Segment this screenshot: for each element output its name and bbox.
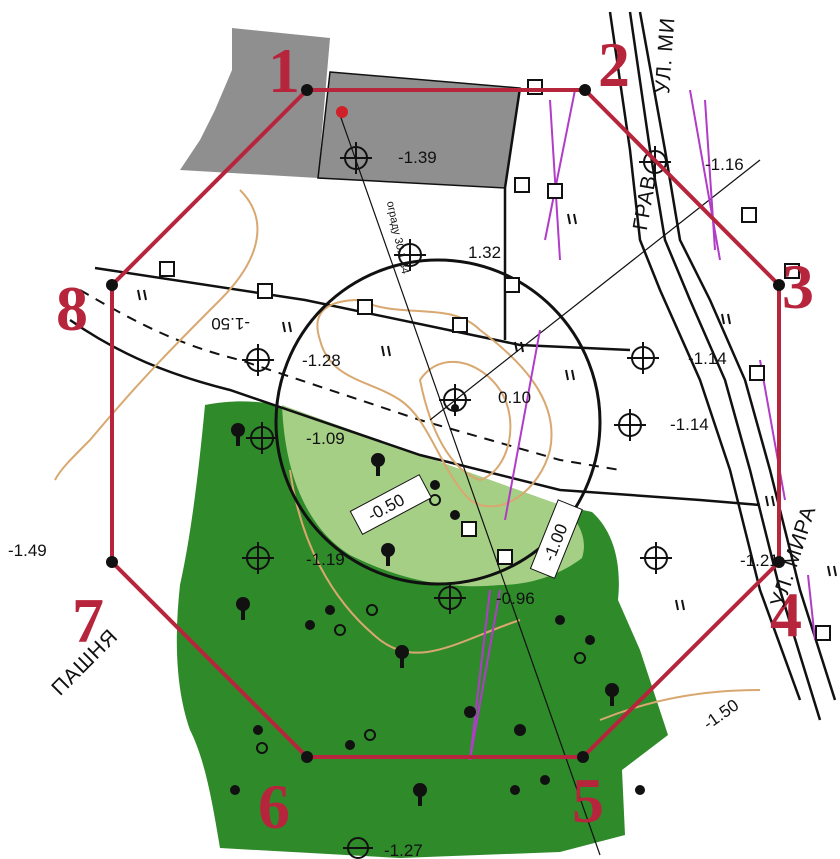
vertex-label-1: 1 <box>268 35 300 106</box>
elevation-label: -1.50 <box>211 314 250 333</box>
hatch-ticks <box>137 213 837 611</box>
elevation-label: -1.16 <box>705 155 744 174</box>
vertex-label-4: 4 <box>770 579 802 650</box>
tree-symbols <box>230 423 645 806</box>
buffer-circle <box>274 258 602 586</box>
road-edges <box>69 11 837 721</box>
center-dot <box>451 404 459 412</box>
vertex-label-3: 3 <box>782 251 814 322</box>
road-dashed-line <box>79 289 621 471</box>
vertex-label-2: 2 <box>598 29 630 100</box>
elevation-label: -1.27 <box>384 841 423 859</box>
elevation-label: -1.14 <box>688 349 727 368</box>
reference-lines <box>339 114 761 856</box>
shrub-symbols <box>256 494 586 754</box>
vertex-label-7: 7 <box>72 585 104 656</box>
street-label-top-2: УЛ. МИ <box>651 16 679 94</box>
elevation-label: -1.28 <box>302 351 341 370</box>
vertex-label-6: 6 <box>258 771 290 842</box>
boundary-vertices <box>106 84 785 763</box>
elevation-label: -1.49 <box>8 541 47 560</box>
contour-lines <box>54 189 761 721</box>
elevation-label: -1.14 <box>670 415 709 434</box>
elevation-label: 0.10 <box>498 388 531 407</box>
elevation-label: -0.96 <box>496 589 535 608</box>
survey-markers <box>242 142 672 859</box>
building-dark <box>180 28 330 178</box>
vertex-label-5: 5 <box>572 765 604 836</box>
elevation-label: -1.39 <box>398 148 437 167</box>
elevation-label: -1.19 <box>306 550 345 569</box>
vertex-label-8: 8 <box>56 273 88 344</box>
elevation-label: -1.09 <box>306 429 345 448</box>
red-point <box>336 106 348 118</box>
elevation-label: 1.32 <box>468 243 501 262</box>
elevation-label: -1.21 <box>740 551 779 570</box>
